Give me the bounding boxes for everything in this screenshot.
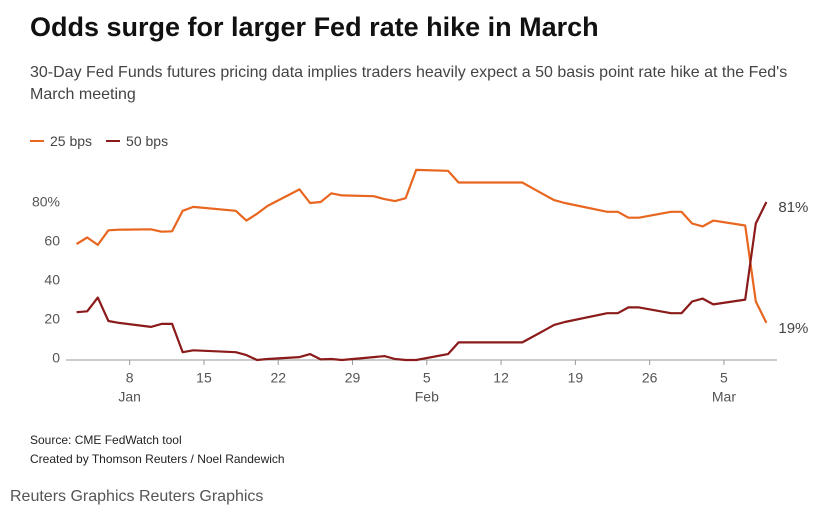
- chart: 0 20 40 60 80% 8 15 22 29 5 12 19 26 5 Jan Feb Mar 19% 81%: [32, 168, 808, 405]
- legend-swatch: [30, 140, 44, 142]
- y-tick-label: 40: [44, 272, 60, 288]
- y-tick-label: 80%: [32, 194, 60, 210]
- x-tick-label: 26: [642, 370, 658, 386]
- footer: Reuters Graphics Reuters Graphics: [10, 488, 264, 505]
- chart-title: Odds surge for larger Fed rate hike in M…: [30, 12, 599, 42]
- x-tick-label: 5: [720, 370, 728, 386]
- source: Source: CME FedWatch tool: [30, 433, 182, 447]
- legend-item: 25 bps: [30, 133, 92, 149]
- series-line: [76, 168, 768, 324]
- x-month-label: Jan: [118, 389, 141, 405]
- x-month-label: Mar: [712, 389, 736, 405]
- legend: 25 bps 50 bps: [30, 133, 168, 149]
- credit: Created by Thomson Reuters / Noel Randew…: [30, 452, 285, 466]
- legend-label: 50 bps: [126, 133, 169, 149]
- x-tick-label: 29: [345, 370, 361, 386]
- x-tick-label: 15: [196, 370, 212, 386]
- series-line: [76, 201, 768, 362]
- legend-swatch: [106, 140, 121, 142]
- x-tick-label: 12: [493, 370, 509, 386]
- x-tick-label: 8: [126, 370, 134, 386]
- end-label: 19%: [778, 320, 808, 337]
- legend-label: 25 bps: [50, 133, 93, 149]
- x-month-label: Feb: [415, 389, 439, 405]
- legend-item: 50 bps: [106, 133, 168, 149]
- chart-subtitle: 30-Day Fed Funds futures pricing data im…: [30, 64, 788, 103]
- x-tick-label: 5: [423, 370, 431, 386]
- y-tick-label: 0: [52, 350, 60, 366]
- end-label: 81%: [778, 199, 808, 216]
- y-tick-label: 20: [44, 311, 60, 327]
- x-tick-label: 19: [568, 370, 584, 386]
- x-tick-label: 22: [270, 370, 286, 386]
- y-tick-label: 60: [44, 233, 60, 249]
